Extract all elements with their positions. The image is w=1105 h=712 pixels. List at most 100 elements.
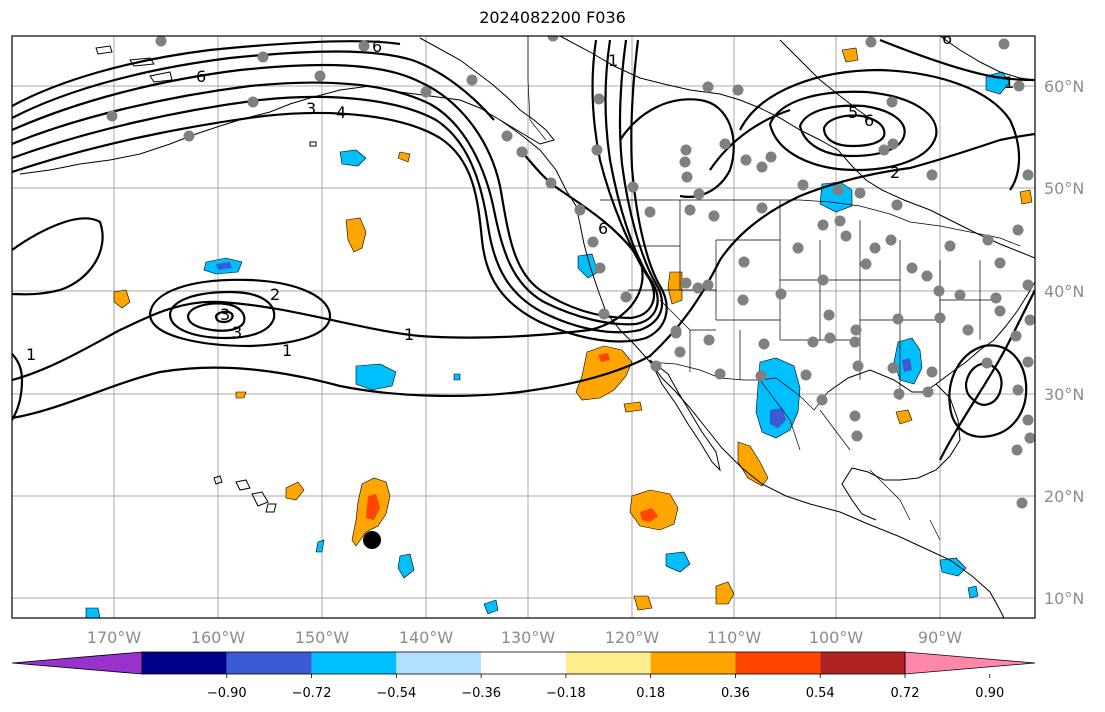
station-marker [893,388,905,400]
colorbar-swatch [565,652,651,674]
station-marker [765,151,777,163]
island-hawaii [251,491,269,507]
station-marker [547,36,559,42]
positive-anomaly-patch [397,151,411,163]
negative-anomaly-patch [355,363,397,391]
station-marker [817,274,829,286]
colorbar-tick-label: −0.90 [207,686,247,701]
station-marker [852,360,864,372]
map-layers: 6 6 1 3 4 6 5 6 2 6 1 2 3 3 1 1 1 [12,36,1035,618]
station-marker [756,202,768,214]
station-marker [247,96,259,108]
positive-anomaly-patch [737,441,769,487]
longitude-label: 120°W [605,628,660,647]
station-marker [420,86,432,98]
contour-label: 5 [848,103,858,122]
station-marker [832,184,844,196]
positive-anomaly-patch [715,581,735,605]
contour-line [12,39,664,334]
coastline-canada-north [559,36,1035,259]
station-marker [1010,330,1022,342]
contour-label: 3 [220,305,230,324]
latitude-label: 30°N [1044,385,1084,404]
contour-line [709,38,1035,171]
colorbar-tick-label: −0.18 [546,686,586,701]
colorbar-tick-label: 0.18 [636,686,665,701]
contour-line [12,39,668,343]
contour-line [12,50,495,121]
station-marker [620,291,632,303]
station-marker [878,144,890,156]
negative-anomaly-patch [902,358,912,372]
station-marker [1022,414,1034,426]
negative-anomaly-patch [397,553,415,579]
station-marker [887,138,899,150]
longitude-label: 150°W [295,628,350,647]
latitude-labels: 60°N 50°N 40°N 30°N 20°N 10°N [1044,77,1084,608]
longitude-label: 140°W [399,628,454,647]
contour-label: 1 [608,51,618,70]
station-marker [516,146,528,158]
contour-labels: 6 6 1 3 4 6 5 6 2 6 1 2 3 3 1 1 1 [26,36,1014,364]
station-marker [1012,384,1024,396]
station-marker [257,51,269,63]
contour-line [798,104,906,158]
us-mexico-border [649,361,829,411]
positive-anomaly-patch [623,401,643,413]
station-marker [587,236,599,248]
contour-line [12,217,104,296]
colorbar-tick-label: 0.72 [891,686,920,701]
contour-line [948,344,1028,438]
contour-label: 1 [1004,73,1014,92]
station-marker [840,230,852,242]
station-marker [921,270,933,282]
station-marker [775,288,787,300]
station-marker [944,240,956,252]
negative-anomaly-patch [665,551,691,573]
positive-anomaly-patch [633,595,653,611]
station-marker [755,370,767,382]
station-markers [106,36,1035,509]
negative-anomaly-patch [85,607,101,618]
positive-anomaly-patch [345,217,367,253]
colorbar-tick-label: 0.90 [975,686,1004,701]
coastline-baja [649,359,721,472]
island-hawaii [213,475,223,485]
station-marker [545,177,557,189]
station-marker [674,346,686,358]
coastline-greenland-edge [939,36,1035,81]
station-marker [1016,497,1028,509]
station-marker [823,309,835,321]
longitude-label: 130°W [501,628,556,647]
contour-label: 1 [26,345,36,364]
contour-line [939,289,1035,461]
station-marker [994,305,1006,317]
political-borders [527,36,1021,541]
map-title: 2024082200 F036 [479,8,626,27]
colorbar-swatch [820,652,905,674]
contour-line [12,132,1035,420]
station-marker [982,234,994,246]
station-marker [851,430,863,442]
station-marker [106,110,118,122]
station-marker [466,74,478,86]
highlight-marker [363,531,381,549]
colorbar-swatch [481,652,566,674]
station-marker [1022,169,1034,181]
colorbar-tick-label: −0.54 [376,686,416,701]
contour-line [12,353,24,421]
island-aleutian [309,141,317,147]
station-marker [800,369,812,381]
station-marker [644,206,656,218]
station-marker [703,334,715,346]
negative-anomaly-patch [315,539,325,553]
longitude-labels: 170°W 160°W 150°W 140°W 130°W 120°W 110°W 100°W… [87,628,962,647]
station-marker [702,81,714,93]
station-marker [865,36,877,48]
contour-line [186,302,246,332]
station-marker [593,93,605,105]
contour-line [12,39,656,320]
station-marker [854,187,866,199]
positive-anomaly-patch [366,494,380,520]
